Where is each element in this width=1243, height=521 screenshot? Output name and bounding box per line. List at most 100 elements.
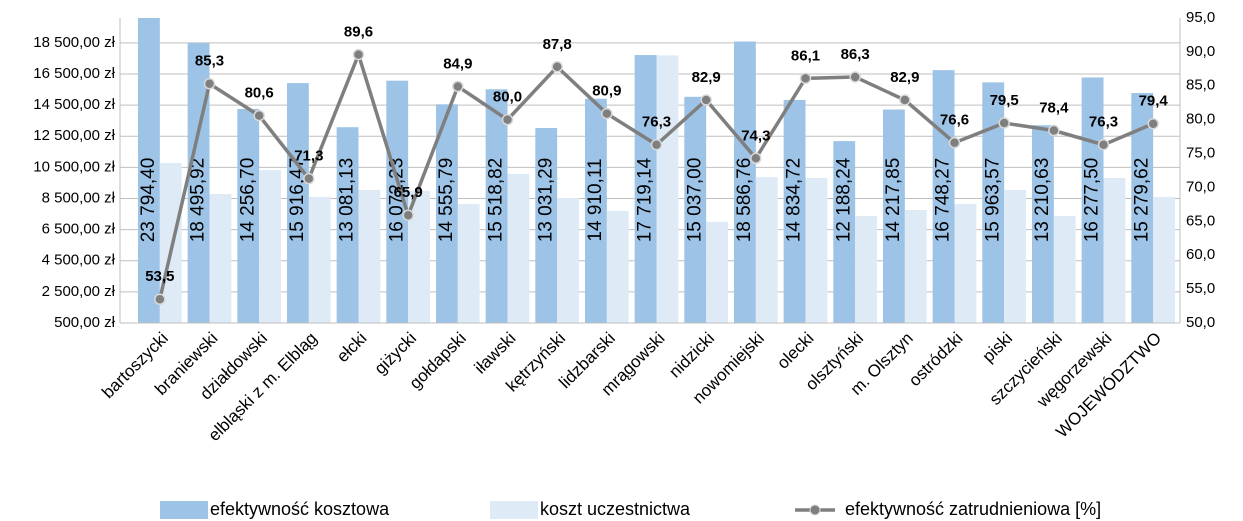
bar bbox=[982, 82, 1005, 323]
x-tick-label: ostródzki bbox=[905, 329, 967, 391]
bar-value-label: 16 748,27 bbox=[933, 158, 954, 243]
y-tick-label: 10 500,00 zł bbox=[33, 158, 115, 175]
y2-tick-label: 95,0 bbox=[1186, 9, 1215, 26]
line-value-label: 87,8 bbox=[543, 36, 572, 53]
legend-label: koszt uczestnictwa bbox=[540, 499, 691, 519]
bar-value-label: 17 719,14 bbox=[635, 157, 656, 242]
bar bbox=[656, 55, 679, 323]
y2-tick-label: 80,0 bbox=[1186, 111, 1215, 128]
line-value-label: 78,4 bbox=[1039, 99, 1069, 116]
bar-value-label: 13 081,13 bbox=[337, 158, 358, 243]
bar bbox=[954, 203, 977, 323]
y2-tick-label: 50,0 bbox=[1186, 314, 1215, 331]
line-marker bbox=[899, 94, 911, 106]
line-marker bbox=[203, 77, 216, 90]
y2-tick-label: 65,0 bbox=[1186, 212, 1215, 229]
line-value-label: 76,6 bbox=[940, 112, 969, 129]
line-marker bbox=[352, 48, 365, 61]
y-tick-label: 2 500,00 zł bbox=[42, 283, 116, 300]
bar-value-label: 15 963,57 bbox=[982, 158, 1003, 243]
y-tick-label: 500,00 zł bbox=[54, 314, 116, 331]
x-tick-label: piski bbox=[979, 329, 1016, 366]
bar-value-label: 12 188,24 bbox=[833, 157, 854, 242]
line-value-label: 85,3 bbox=[195, 53, 224, 70]
y2-tick-label: 55,0 bbox=[1186, 280, 1215, 297]
bar bbox=[435, 104, 458, 323]
legend-label: efektywność kosztowa bbox=[210, 499, 390, 519]
bar-value-label: 13 031,29 bbox=[535, 158, 556, 243]
bar bbox=[1103, 177, 1126, 323]
bar bbox=[507, 173, 530, 323]
bar-value-label: 18 586,76 bbox=[734, 158, 755, 243]
line-value-label: 82,9 bbox=[692, 69, 721, 86]
legend-swatch bbox=[160, 501, 208, 519]
y2-tick-label: 60,0 bbox=[1186, 246, 1215, 263]
line-marker bbox=[849, 71, 861, 83]
bar bbox=[1131, 93, 1154, 323]
bar-value-label: 15 279,62 bbox=[1131, 158, 1152, 243]
y2-tick-label: 70,0 bbox=[1186, 178, 1215, 195]
y2-tick-label: 75,0 bbox=[1186, 145, 1215, 162]
line-marker bbox=[948, 136, 961, 149]
legend-marker bbox=[809, 504, 821, 516]
line-value-label: 71,3 bbox=[294, 148, 323, 165]
bar bbox=[1031, 125, 1054, 323]
bar bbox=[706, 221, 729, 323]
bar bbox=[882, 109, 905, 323]
bar bbox=[358, 189, 381, 323]
bar-value-label: 16 277,50 bbox=[1082, 158, 1103, 243]
y-tick-label: 16 500,00 zł bbox=[33, 65, 115, 82]
x-tick-label: giżycki bbox=[371, 329, 421, 379]
bar bbox=[684, 96, 707, 323]
bar-value-label: 14 910,11 bbox=[585, 158, 606, 241]
bar bbox=[535, 127, 558, 323]
bar bbox=[855, 215, 878, 323]
bar bbox=[386, 80, 409, 323]
line-marker bbox=[551, 61, 563, 73]
y-tick-label: 14 500,00 zł bbox=[33, 96, 115, 113]
line-value-label: 53,5 bbox=[145, 268, 174, 285]
y2-tick-label: 90,0 bbox=[1186, 43, 1215, 60]
bar bbox=[733, 41, 756, 323]
bar bbox=[237, 108, 260, 323]
bar bbox=[755, 177, 778, 323]
bar bbox=[932, 70, 955, 323]
bar bbox=[783, 99, 806, 323]
line-value-label: 80,0 bbox=[493, 89, 522, 106]
bar bbox=[485, 89, 508, 323]
line-marker bbox=[253, 109, 265, 122]
bar-value-label: 15 518,82 bbox=[486, 158, 507, 243]
line-value-label: 65,9 bbox=[394, 184, 423, 201]
bar bbox=[209, 193, 232, 323]
legend-swatch bbox=[490, 501, 538, 519]
y2-tick-label: 85,0 bbox=[1186, 77, 1215, 94]
bar-value-label: 15 916,47 bbox=[287, 158, 308, 243]
bar bbox=[584, 98, 607, 323]
bar bbox=[1153, 196, 1176, 323]
bar bbox=[137, 18, 160, 323]
line-marker bbox=[1048, 124, 1060, 137]
bar-value-label: 23 794,40 bbox=[138, 158, 159, 243]
line-marker bbox=[402, 209, 414, 221]
y-tick-label: 18 500,00 zł bbox=[33, 34, 115, 51]
line-marker bbox=[998, 117, 1010, 129]
bar-value-label: 18 495,92 bbox=[188, 158, 209, 243]
y-tick-label: 8 500,00 zł bbox=[42, 189, 116, 206]
bar-value-label: 16 072,23 bbox=[386, 158, 407, 243]
line-value-label: 76,3 bbox=[642, 114, 671, 131]
line-marker bbox=[303, 172, 315, 185]
line-marker bbox=[501, 113, 514, 126]
line-marker bbox=[452, 80, 464, 93]
line-marker bbox=[154, 293, 166, 306]
line-value-label: 86,1 bbox=[791, 47, 820, 64]
bar-value-label: 15 037,00 bbox=[684, 158, 705, 243]
line-marker bbox=[1097, 138, 1110, 151]
bar bbox=[408, 190, 431, 323]
bar bbox=[259, 170, 282, 323]
line-marker bbox=[700, 94, 712, 106]
line-marker bbox=[1147, 117, 1159, 130]
line-marker bbox=[650, 138, 663, 151]
bar bbox=[606, 210, 629, 323]
bar bbox=[904, 210, 927, 323]
